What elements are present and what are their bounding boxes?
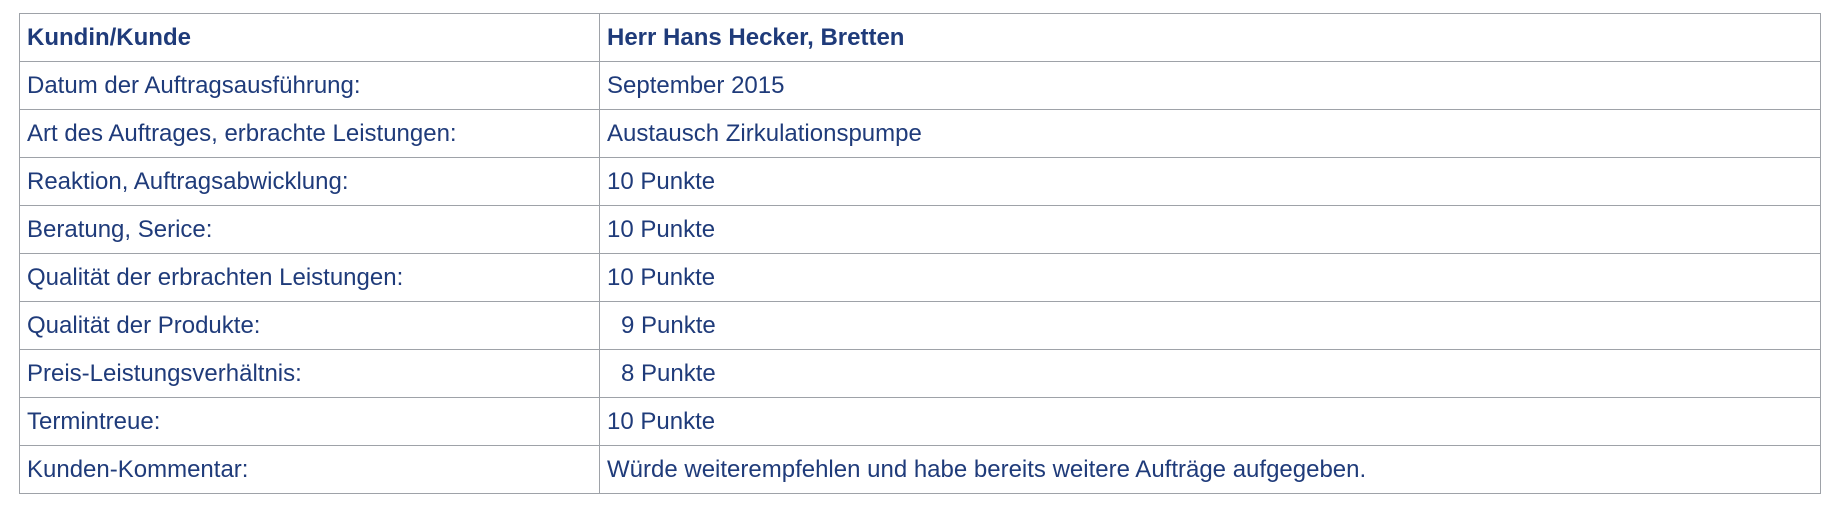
row-label-punctuality: Termintreue: bbox=[19, 397, 600, 446]
row-value-reaction: 10 Punkte bbox=[599, 157, 1821, 206]
row-value-customer-comment: Würde weiterempfehlen und habe bereits w… bbox=[599, 445, 1821, 494]
table-row: Kunden-Kommentar: Würde weiterempfehlen … bbox=[19, 445, 1821, 494]
row-label-order-type: Art des Auftrages, erbrachte Leistungen: bbox=[19, 109, 600, 158]
row-label-service-quality: Qualität der erbrachten Leistungen: bbox=[19, 253, 600, 302]
row-label-reaction: Reaktion, Auftragsabwicklung: bbox=[19, 157, 600, 206]
customer-review-table: Kundin/Kunde Herr Hans Hecker, Bretten D… bbox=[19, 13, 1821, 494]
table-row: Preis-Leistungsverhältnis: 8 Punkte bbox=[19, 349, 1821, 398]
table-row: Beratung, Serice: 10 Punkte bbox=[19, 205, 1821, 254]
row-value-price-performance: 8 Punkte bbox=[599, 349, 1821, 398]
row-value-service-quality: 10 Punkte bbox=[599, 253, 1821, 302]
table-row: Art des Auftrages, erbrachte Leistungen:… bbox=[19, 109, 1821, 158]
score-text: 8 Punkte bbox=[621, 360, 716, 387]
table-row: Reaktion, Auftragsabwicklung: 10 Punkte bbox=[19, 157, 1821, 206]
header-label-cell: Kundin/Kunde bbox=[19, 13, 600, 62]
row-value-order-type: Austausch Zirkulationspumpe bbox=[599, 109, 1821, 158]
row-value-consulting: 10 Punkte bbox=[599, 205, 1821, 254]
table-row: Qualität der erbrachten Leistungen: 10 P… bbox=[19, 253, 1821, 302]
row-label-product-quality: Qualität der Produkte: bbox=[19, 301, 600, 350]
row-value-date: September 2015 bbox=[599, 61, 1821, 110]
table-row: Termintreue: 10 Punkte bbox=[19, 397, 1821, 446]
row-label-consulting: Beratung, Serice: bbox=[19, 205, 600, 254]
row-label-price-performance: Preis-Leistungsverhältnis: bbox=[19, 349, 600, 398]
row-value-product-quality: 9 Punkte bbox=[599, 301, 1821, 350]
row-value-punctuality: 10 Punkte bbox=[599, 397, 1821, 446]
table-row: Datum der Auftragsausführung: September … bbox=[19, 61, 1821, 110]
header-value-cell: Herr Hans Hecker, Bretten bbox=[599, 13, 1821, 62]
table-row: Qualität der Produkte: 9 Punkte bbox=[19, 301, 1821, 350]
score-text: 9 Punkte bbox=[621, 312, 716, 339]
table-header-row: Kundin/Kunde Herr Hans Hecker, Bretten bbox=[19, 13, 1821, 62]
row-label-customer-comment: Kunden-Kommentar: bbox=[19, 445, 600, 494]
row-label-date: Datum der Auftragsausführung: bbox=[19, 61, 600, 110]
customer-review-table-container: Kundin/Kunde Herr Hans Hecker, Bretten D… bbox=[19, 13, 1821, 494]
